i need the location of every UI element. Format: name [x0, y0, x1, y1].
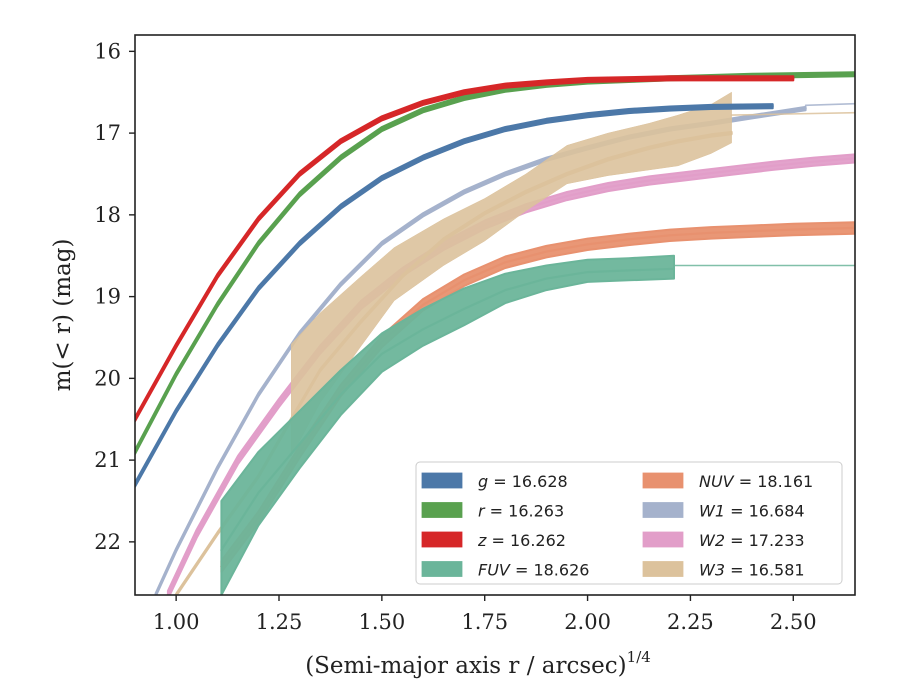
y-tick-label: 17 — [94, 121, 121, 145]
x-tick-label: 2.25 — [667, 610, 714, 634]
legend-label-w1: W1 = 16.684 — [699, 502, 805, 521]
x-axis-label: (Semi-major axis r / arcsec)1/4 — [305, 648, 651, 679]
y-tick-label: 18 — [94, 203, 121, 227]
legend-swatch-nuv — [642, 472, 684, 489]
legend-box — [415, 461, 843, 585]
y-tick-label: 20 — [94, 366, 121, 390]
legend-swatch-g — [421, 472, 463, 489]
y-axis: 16 17 18 19 20 21 22 — [94, 39, 135, 554]
series-w3-uncertainty-band — [291, 91, 732, 457]
legend: g = 16.628 r = 16.263 z = 16.262 FUV = 18.6… — [415, 461, 843, 585]
x-tick-label: 1.50 — [358, 610, 405, 634]
series-g-line — [135, 104, 774, 486]
legend-label-fuv: FUV = 18.626 — [478, 561, 589, 580]
legend-swatch-z — [421, 531, 463, 548]
series-w3-extrapolation-line — [730, 111, 855, 116]
y-tick-label: 16 — [94, 39, 121, 63]
y-tick-label: 22 — [94, 530, 121, 554]
legend-swatch-w2 — [642, 531, 684, 548]
x-tick-label: 1.75 — [461, 610, 508, 634]
x-tick-label: 1.25 — [256, 610, 303, 634]
legend-swatch-r — [421, 502, 463, 518]
y-tick-label: 21 — [94, 448, 121, 472]
series-w1-extrapolation-line — [804, 102, 855, 107]
series-g-band — [135, 103, 774, 488]
series-fuv-line — [220, 267, 676, 552]
x-tick-label: 1.00 — [153, 610, 200, 634]
legend-label-w3: W3 = 16.581 — [699, 561, 805, 580]
legend-swatch-w3 — [642, 561, 684, 577]
series-z-band — [135, 75, 795, 423]
x-axis-label-text: (Semi-major axis r / arcsec) — [305, 653, 626, 679]
legend-label-r: r = 16.263 — [478, 502, 564, 521]
x-tick-label: 2.00 — [564, 610, 611, 634]
legend-swatch-w1 — [642, 502, 684, 518]
x-axis: 1.00 1.25 1.50 1.75 2.00 2.25 2.50 — [153, 595, 817, 634]
plot-frame — [134, 34, 856, 596]
legend-label-g: g = 16.628 — [478, 472, 568, 491]
series-r-band — [135, 71, 855, 455]
x-tick-label: 2.50 — [770, 610, 817, 634]
legend-swatch-fuv — [421, 561, 463, 577]
series-z-line — [135, 77, 795, 421]
legend-label-nuv: NUV = 18.161 — [699, 472, 813, 491]
y-axis-label: m(< r) (mag) — [50, 239, 76, 392]
series-layer — [135, 71, 855, 595]
y-tick-label: 19 — [94, 285, 121, 309]
legend-label-z: z = 16.262 — [477, 531, 566, 550]
legend-label-w2: W2 = 17.233 — [699, 531, 805, 550]
series-fuv-band — [220, 254, 675, 595]
x-axis-label-exponent: 1/4 — [627, 648, 651, 666]
